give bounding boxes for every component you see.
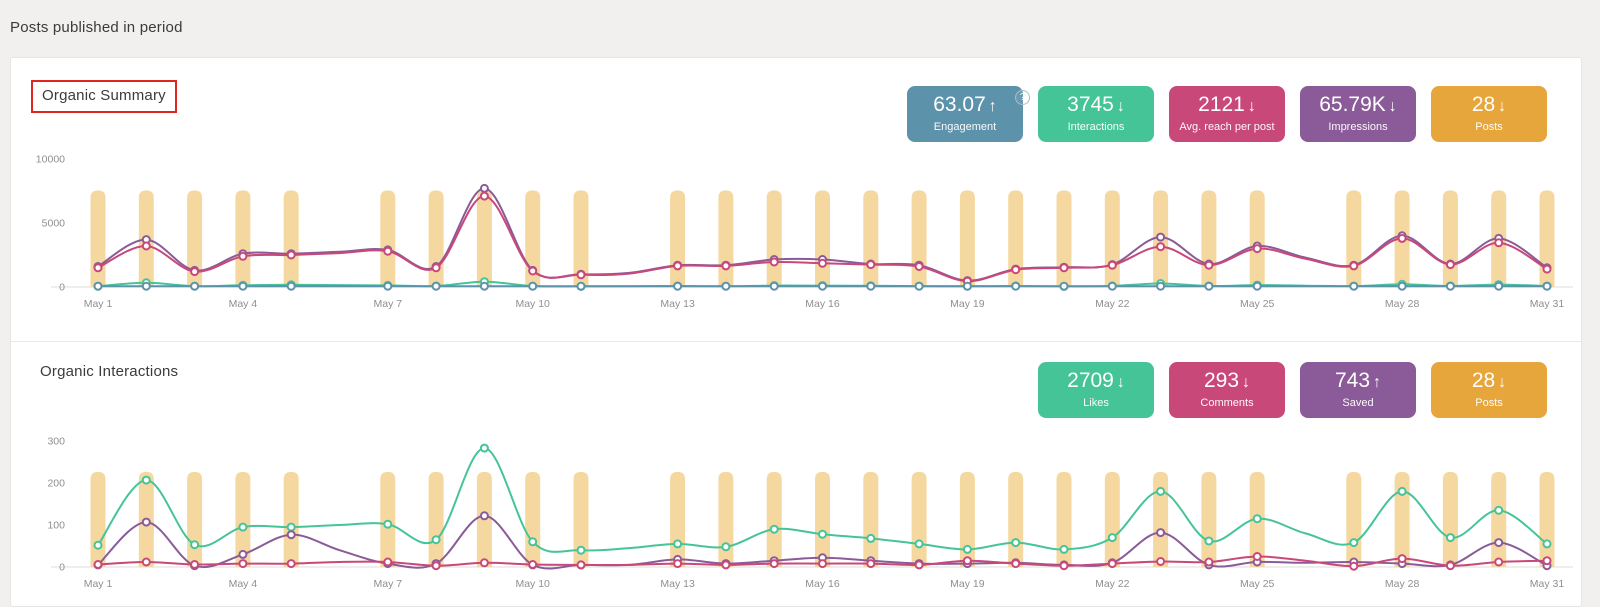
svg-text:May 28: May 28 — [1385, 298, 1420, 310]
kpi-badges-summary: ? 63.07 ↑ Engagement 3745 ↓ Interactions 2… — [907, 86, 1547, 142]
svg-text:May 31: May 31 — [1530, 298, 1565, 310]
trend-down-icon: ↓ — [1116, 98, 1125, 115]
kpi-impressions[interactable]: 65.79K ↓ Impressions — [1300, 86, 1416, 142]
analytics-panel: Organic Summary ? 63.07 ↑ Engagement 3745… — [10, 57, 1582, 607]
kpi-label: Saved — [1342, 397, 1374, 409]
page-title: Posts published in period — [10, 19, 183, 36]
section-title-organic-interactions: Organic Interactions — [40, 363, 179, 380]
svg-text:May 10: May 10 — [515, 578, 550, 590]
help-icon[interactable]: ? — [1015, 90, 1030, 105]
kpi-value-row: 3745 ↓ — [1038, 94, 1154, 117]
kpi-value-row: 28 ↓ — [1431, 94, 1547, 117]
kpi-engagement[interactable]: ? 63.07 ↑ Engagement — [907, 86, 1030, 142]
svg-text:May 19: May 19 — [950, 298, 985, 310]
kpi-label: Engagement — [933, 121, 997, 133]
kpi-value: 28 — [1471, 93, 1496, 116]
svg-text:May 22: May 22 — [1095, 298, 1130, 310]
svg-text:May 31: May 31 — [1530, 578, 1565, 590]
svg-text:May 4: May 4 — [229, 578, 258, 590]
svg-text:May 25: May 25 — [1240, 298, 1275, 310]
kpi-label: Comments — [1200, 397, 1254, 409]
svg-text:May 7: May 7 — [374, 298, 403, 310]
kpi-value: 28 — [1471, 369, 1496, 392]
trend-down-icon: ↓ — [1498, 374, 1507, 391]
organic-summary-section: Organic Summary ? 63.07 ↑ Engagement 3745… — [11, 58, 1581, 342]
svg-text:10000: 10000 — [36, 154, 65, 166]
kpi-value-row: 28 ↓ — [1431, 370, 1547, 393]
kpi-value: 743 — [1334, 369, 1371, 392]
organic-summary-chart[interactable]: 0 5000 10000 May 1 May 4 May 7 May 10 May 13 May… — [11, 151, 1583, 341]
kpi-value-row: 2121 ↓ — [1169, 94, 1285, 117]
kpi-saved[interactable]: 743 ↑ Saved — [1300, 362, 1416, 418]
kpi-label: Posts — [1475, 397, 1503, 409]
svg-text:0: 0 — [59, 562, 65, 574]
svg-text:May 19: May 19 — [950, 578, 985, 590]
svg-text:5000: 5000 — [42, 218, 66, 230]
annotation-highlight-box: Organic Summary — [31, 80, 177, 113]
trend-down-icon: ↓ — [1116, 374, 1125, 391]
kpi-value: 65.79K — [1319, 93, 1386, 116]
svg-text:May 13: May 13 — [660, 298, 695, 310]
trend-down-icon: ↓ — [1498, 98, 1507, 115]
trend-up-icon: ↑ — [1373, 374, 1382, 391]
trend-down-icon: ↓ — [1388, 98, 1397, 115]
kpi-avg-reach-per-post[interactable]: 2121 ↓ Avg. reach per post — [1169, 86, 1285, 142]
svg-text:May 1: May 1 — [84, 578, 113, 590]
kpi-value-row: 65.79K ↓ — [1300, 94, 1416, 117]
kpi-value-row: 293 ↓ — [1169, 370, 1285, 393]
kpi-posts[interactable]: 28 ↓ Posts — [1431, 86, 1547, 142]
svg-text:May 25: May 25 — [1240, 578, 1275, 590]
svg-text:May 1: May 1 — [84, 298, 113, 310]
kpi-value-row: 743 ↑ — [1300, 370, 1416, 393]
kpi-label: Posts — [1475, 121, 1503, 133]
svg-text:May 10: May 10 — [515, 298, 550, 310]
organic-interactions-section: Organic Interactions 2709 ↓ Likes 293 ↓ Co… — [11, 342, 1581, 607]
svg-text:200: 200 — [47, 478, 65, 490]
kpi-label: Impressions — [1328, 121, 1388, 133]
svg-text:0: 0 — [59, 282, 65, 294]
kpi-label: Likes — [1083, 397, 1109, 409]
kpi-interactions[interactable]: 3745 ↓ Interactions — [1038, 86, 1154, 142]
kpi-value: 63.07 — [933, 93, 986, 116]
kpi-label: Avg. reach per post — [1179, 121, 1275, 133]
organic-interactions-chart[interactable]: 0 100 200 300 May 1 May 4 May 7 May 10 May 13 May… — [11, 421, 1583, 607]
kpi-likes[interactable]: 2709 ↓ Likes — [1038, 362, 1154, 418]
kpi-value-row: 2709 ↓ — [1038, 370, 1154, 393]
svg-text:May 13: May 13 — [660, 578, 695, 590]
trend-down-icon: ↓ — [1247, 98, 1256, 115]
kpi-value: 3745 — [1067, 93, 1114, 116]
svg-text:May 4: May 4 — [229, 298, 258, 310]
kpi-value: 293 — [1203, 369, 1240, 392]
section-title-organic-summary: Organic Summary — [42, 87, 166, 104]
svg-text:May 16: May 16 — [805, 578, 840, 590]
trend-down-icon: ↓ — [1242, 374, 1251, 391]
kpi-value: 2121 — [1198, 93, 1245, 116]
svg-text:May 7: May 7 — [374, 578, 403, 590]
svg-text:300: 300 — [47, 436, 65, 448]
kpi-badges-interactions: 2709 ↓ Likes 293 ↓ Comments 743 ↑ Saved 28 ↓… — [1038, 362, 1547, 418]
kpi-posts[interactable]: 28 ↓ Posts — [1431, 362, 1547, 418]
svg-text:May 16: May 16 — [805, 298, 840, 310]
kpi-value-row: 63.07 ↑ — [907, 94, 1023, 117]
svg-text:May 22: May 22 — [1095, 578, 1130, 590]
kpi-comments[interactable]: 293 ↓ Comments — [1169, 362, 1285, 418]
trend-up-icon: ↑ — [988, 98, 997, 115]
svg-text:100: 100 — [47, 520, 65, 532]
svg-text:May 28: May 28 — [1385, 578, 1420, 590]
kpi-value: 2709 — [1067, 369, 1114, 392]
kpi-label: Interactions — [1067, 121, 1125, 133]
